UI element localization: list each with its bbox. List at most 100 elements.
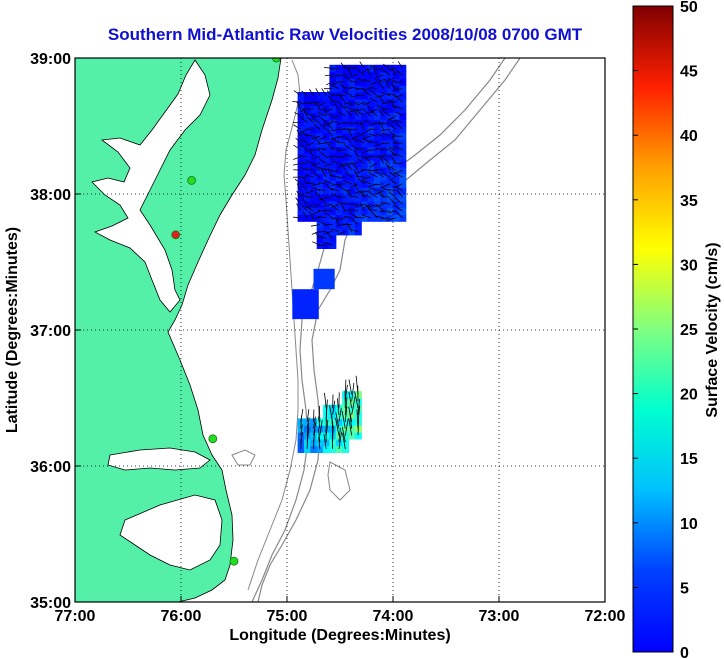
velocity-arrow xyxy=(374,215,384,219)
velocity-cell xyxy=(348,64,356,73)
velocity-arrow xyxy=(394,81,403,83)
velocity-cell xyxy=(399,112,407,120)
velocity-arrow xyxy=(305,196,314,198)
velocity-arrow xyxy=(293,90,302,96)
velocity-arrow xyxy=(305,206,314,212)
velocity-cell xyxy=(386,194,394,202)
velocity-cell xyxy=(297,105,305,113)
velocity-cell xyxy=(335,418,343,426)
velocity-cell xyxy=(297,187,305,195)
velocity-arrow xyxy=(379,195,390,198)
velocity-vectors xyxy=(292,61,403,450)
velocity-arrow xyxy=(330,120,340,123)
velocity-arrow xyxy=(295,137,302,144)
velocity-arrow xyxy=(374,183,384,186)
velocity-cell xyxy=(393,64,400,73)
velocity-cell xyxy=(399,132,407,141)
velocity-cell xyxy=(386,78,394,86)
velocity-cell xyxy=(342,64,350,73)
velocity-cell xyxy=(342,153,350,161)
colorbar-tick-label: 10 xyxy=(680,516,698,533)
y-axis-ticks: 39:00 38:00 37:00 36:00 35:00 xyxy=(30,51,81,612)
velocity-arrow xyxy=(336,217,346,221)
velocity-cell xyxy=(367,92,375,100)
velocity-arrow xyxy=(318,436,321,450)
velocity-arrow xyxy=(299,166,308,171)
velocity-cell xyxy=(316,153,324,161)
velocity-arrow xyxy=(319,197,327,201)
velocity-arrow xyxy=(375,95,384,98)
velocity-arrow xyxy=(306,428,310,443)
velocity-arrow xyxy=(329,405,333,422)
velocity-cell xyxy=(297,92,305,100)
velocity-cell xyxy=(342,432,350,440)
velocity-cell xyxy=(316,221,324,229)
velocity-arrow xyxy=(344,384,348,402)
velocity-arrow xyxy=(337,163,346,168)
velocity-arrow xyxy=(343,163,352,167)
velocity-cell xyxy=(354,64,362,73)
velocity-cell xyxy=(342,418,350,426)
velocity-arrow xyxy=(356,147,365,151)
velocity-cell xyxy=(354,173,362,181)
velocity-arrow xyxy=(370,89,378,96)
velocity-cell xyxy=(303,194,311,202)
velocity-arrow xyxy=(362,156,371,159)
velocity-arrow xyxy=(390,155,397,164)
velocity-arrow xyxy=(330,85,340,89)
velocity-cell xyxy=(354,187,362,195)
velocity-cell xyxy=(354,153,362,161)
velocity-arrow xyxy=(347,68,353,76)
y-tick-label: 39:00 xyxy=(30,51,71,68)
velocity-cell xyxy=(386,166,394,175)
velocity-cell xyxy=(310,432,318,440)
bathymetry-contour xyxy=(327,461,351,501)
velocity-arrow xyxy=(327,143,333,151)
velocity-cell xyxy=(354,432,362,440)
velocity-cell xyxy=(354,207,362,215)
velocity-cell xyxy=(373,98,381,107)
velocity-arrow xyxy=(357,178,365,185)
velocity-arrow xyxy=(319,135,327,140)
velocity-cell xyxy=(373,119,381,127)
velocity-arrow xyxy=(378,121,384,130)
velocity-arrow xyxy=(382,101,390,104)
velocity-arrow xyxy=(296,183,302,191)
velocity-cell xyxy=(316,445,324,453)
velocity-cell xyxy=(354,105,362,113)
velocity-arrow xyxy=(300,424,303,436)
velocity-cell xyxy=(316,119,324,127)
velocity-arrow xyxy=(349,212,359,219)
velocity-cell xyxy=(297,166,305,175)
velocity-arrow xyxy=(348,418,353,436)
velocity-cell xyxy=(354,71,362,79)
velocity-arrow xyxy=(345,137,352,144)
velocity-cell xyxy=(323,214,330,222)
x-tick-label: 73:00 xyxy=(479,608,520,625)
velocity-arrow xyxy=(324,168,333,171)
velocity-cell xyxy=(303,132,311,141)
velocity-cell xyxy=(310,207,318,215)
velocity-cell xyxy=(335,438,343,447)
velocity-arrow xyxy=(343,122,352,124)
velocity-cell xyxy=(348,92,356,100)
velocity-arrow xyxy=(325,81,333,86)
x-tick-label: 77:00 xyxy=(55,608,96,625)
velocity-cell xyxy=(373,92,381,100)
velocity-arrow xyxy=(306,417,310,429)
velocity-cell xyxy=(399,160,407,168)
velocity-cell xyxy=(316,432,324,440)
velocity-cell xyxy=(386,132,394,141)
velocity-arrow xyxy=(394,197,403,205)
velocity-cell xyxy=(380,112,388,120)
velocity-arrow xyxy=(387,210,397,214)
velocity-arrow xyxy=(298,155,308,157)
velocity-cell xyxy=(342,105,350,113)
velocity-cell xyxy=(393,166,400,175)
velocity-cell xyxy=(399,207,407,215)
velocity-arrow xyxy=(312,164,321,171)
velocity-cell xyxy=(323,180,330,188)
velocity-arrow xyxy=(318,221,327,225)
velocity-cell xyxy=(348,180,356,188)
velocity-arrow xyxy=(333,103,340,110)
